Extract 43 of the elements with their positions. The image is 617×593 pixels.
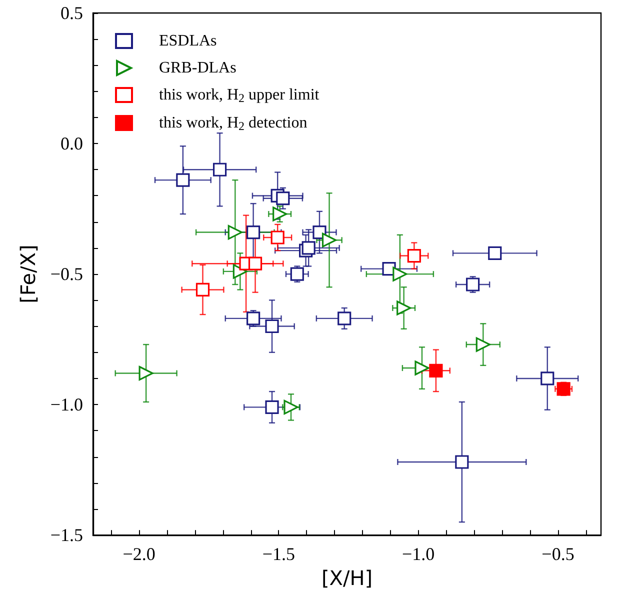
legend-label: GRB-DLAs	[159, 60, 236, 76]
point	[246, 312, 260, 326]
point	[265, 319, 279, 334]
x-tick-label: −0.5	[542, 544, 574, 564]
point	[322, 232, 337, 248]
legend-label: ESDLAs	[159, 32, 217, 50]
x-tick-label: −1.0	[402, 544, 435, 564]
point	[414, 360, 430, 376]
point	[265, 400, 279, 414]
x-axis-title: [X/H]	[321, 566, 373, 590]
point	[338, 312, 352, 326]
y-tick-label: −1.0	[50, 394, 83, 415]
point	[302, 241, 316, 255]
y-tick-label: 0.5	[60, 3, 83, 23]
point	[246, 225, 260, 240]
point	[284, 400, 298, 414]
point	[272, 206, 288, 222]
point	[232, 264, 248, 279]
point	[270, 230, 284, 244]
y-axis-title: [Fe/X]	[16, 244, 40, 304]
x-tick-label: −1.5	[262, 544, 296, 564]
y-tick-label: −1.5	[50, 525, 83, 546]
point	[290, 267, 304, 281]
x-tick-label: −2.0	[122, 544, 156, 564]
point	[212, 162, 227, 176]
point	[407, 248, 421, 263]
point	[196, 282, 210, 297]
point	[476, 337, 490, 352]
point	[429, 364, 443, 378]
point	[228, 224, 242, 240]
point	[488, 246, 502, 260]
point	[138, 366, 154, 381]
point	[455, 455, 469, 469]
point	[176, 173, 190, 187]
point	[396, 300, 412, 316]
point	[248, 256, 262, 270]
point	[392, 266, 408, 282]
point	[556, 382, 570, 396]
y-tick-label: −0.5	[50, 264, 83, 284]
y-tick-label: 0.0	[60, 134, 83, 154]
point	[466, 278, 480, 292]
point	[276, 192, 290, 206]
point	[540, 372, 554, 386]
